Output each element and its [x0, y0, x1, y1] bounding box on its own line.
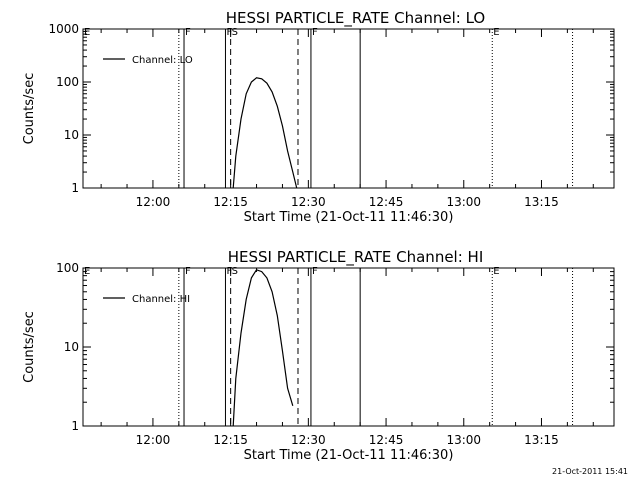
panel-2-x-tick-label: 13:15	[524, 433, 559, 447]
panel-1-title: HESSI PARTICLE_RATE Channel: LO	[226, 9, 485, 28]
panel-1-series-line	[232, 77, 298, 189]
panel-1-event-label: F	[312, 27, 318, 38]
footer-timestamp: 21-Oct-2011 15:41	[552, 467, 628, 476]
panel-2-x-tick-label: 12:15	[213, 433, 248, 447]
panel-2-x-tick-label: 12:45	[369, 433, 404, 447]
panel-1-event-label: E	[84, 27, 90, 38]
panel-1-plot-frame	[82, 28, 615, 189]
panel-1-x-tick-label: 13:00	[446, 195, 481, 209]
panel-2-plot-frame	[82, 267, 615, 427]
panel-1-x-tick-label: 12:00	[136, 195, 171, 209]
panel-2-x-tick-label: 12:00	[136, 433, 171, 447]
panel-1-y-axis-label: Counts/sec	[22, 73, 37, 145]
panel-2-y-tick-label: 100	[56, 261, 79, 275]
panel-1-x-axis-label: Start Time (21-Oct-11 11:46:30)	[244, 210, 454, 225]
panel-1-y-tick-label: 10	[64, 128, 79, 142]
panel-2-title: HESSI PARTICLE_RATE Channel: HI	[228, 248, 484, 267]
panel-1-event-label: S	[232, 27, 238, 38]
panel-1-y-tick-label: 100	[56, 75, 79, 89]
panel-1-x-tick-label: 13:15	[524, 195, 559, 209]
panel-2-legend-label: Channel: HI	[132, 294, 190, 305]
panel-2-x-tick-label: 13:00	[446, 433, 481, 447]
panel-1-event-label: F	[226, 27, 232, 38]
panel-1-x-tick-label: 12:45	[369, 195, 404, 209]
panel-1-y-tick-label: 1000	[48, 22, 79, 36]
panel-1-event-label: F	[185, 27, 191, 38]
panel-1-y-tick-label: 1	[71, 181, 79, 195]
panel-2-event-label: E	[493, 266, 499, 277]
panel-2-event-label: F	[226, 266, 232, 277]
panel-2-x-tick-label: 12:30	[291, 433, 326, 447]
panel-2-event-label: E	[84, 266, 90, 277]
panel-2-event-label: F	[312, 266, 318, 277]
panel-2-y-tick-label: 10	[64, 340, 79, 354]
panel-1-x-tick-label: 12:30	[291, 195, 326, 209]
panel-2-event-label: S	[232, 266, 238, 277]
panel-1-legend-label: Channel: LO	[132, 55, 193, 66]
panel-1-event-label: E	[493, 27, 499, 38]
panel-1-x-tick-label: 12:15	[213, 195, 248, 209]
panel-2-y-tick-label: 1	[71, 419, 79, 433]
panel-2-x-axis-label: Start Time (21-Oct-11 11:46:30)	[244, 448, 454, 463]
panel-2-series-line	[232, 269, 294, 427]
panel-2-event-label: F	[185, 266, 191, 277]
panel-2-y-axis-label: Counts/sec	[22, 311, 37, 383]
